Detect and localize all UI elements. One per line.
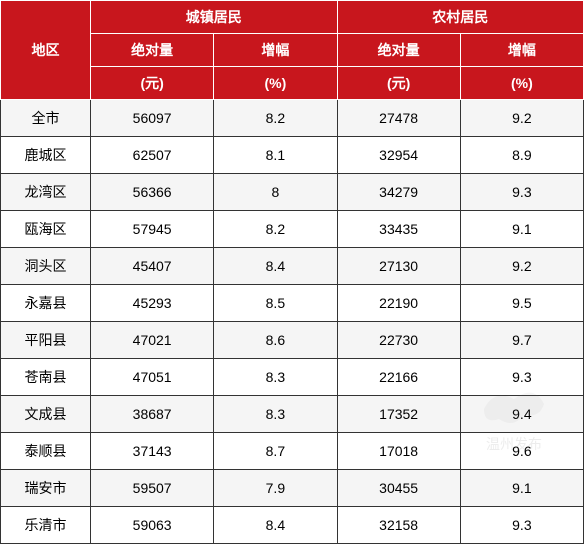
header-region: 地区 <box>1 1 91 100</box>
header-rural: 农村居民 <box>337 1 584 34</box>
region-cell: 全市 <box>1 100 91 137</box>
urban-absolute-cell: 56097 <box>91 100 214 137</box>
rural-absolute-cell: 27478 <box>337 100 460 137</box>
region-cell: 瓯海区 <box>1 211 91 248</box>
table-row: 苍南县470518.3221669.3 <box>1 359 584 396</box>
urban-absolute-cell: 45293 <box>91 285 214 322</box>
region-cell: 苍南县 <box>1 359 91 396</box>
rural-growth-cell: 9.3 <box>460 359 583 396</box>
urban-growth-cell: 8.2 <box>214 211 337 248</box>
rural-growth-cell: 9.5 <box>460 285 583 322</box>
rural-absolute-cell: 22166 <box>337 359 460 396</box>
region-cell: 洞头区 <box>1 248 91 285</box>
urban-growth-cell: 7.9 <box>214 470 337 507</box>
region-cell: 瑞安市 <box>1 470 91 507</box>
rural-growth-cell: 9.1 <box>460 470 583 507</box>
urban-absolute-cell: 45407 <box>91 248 214 285</box>
header-urban-absolute: 绝对量 <box>91 34 214 67</box>
urban-growth-cell: 8.6 <box>214 322 337 359</box>
urban-growth-cell: 8.4 <box>214 248 337 285</box>
income-table: 地区 城镇居民 农村居民 绝对量 增幅 绝对量 增幅 (元) (%) (元) (… <box>0 0 584 544</box>
region-cell: 鹿城区 <box>1 137 91 174</box>
rural-growth-cell: 9.3 <box>460 174 583 211</box>
urban-absolute-cell: 38687 <box>91 396 214 433</box>
income-table-container: 地区 城镇居民 农村居民 绝对量 增幅 绝对量 增幅 (元) (%) (元) (… <box>0 0 584 544</box>
urban-absolute-cell: 37143 <box>91 433 214 470</box>
table-header: 地区 城镇居民 农村居民 绝对量 增幅 绝对量 增幅 (元) (%) (元) (… <box>1 1 584 100</box>
header-urban-growth: 增幅 <box>214 34 337 67</box>
region-cell: 乐清市 <box>1 507 91 544</box>
urban-growth-cell: 8.3 <box>214 396 337 433</box>
header-rural-absolute: 绝对量 <box>337 34 460 67</box>
rural-growth-cell: 9.2 <box>460 100 583 137</box>
region-cell: 龙湾区 <box>1 174 91 211</box>
rural-absolute-cell: 17018 <box>337 433 460 470</box>
header-urban: 城镇居民 <box>91 1 338 34</box>
table-row: 瓯海区579458.2334359.1 <box>1 211 584 248</box>
table-row: 瑞安市595077.9304559.1 <box>1 470 584 507</box>
urban-absolute-cell: 57945 <box>91 211 214 248</box>
urban-growth-cell: 8.1 <box>214 137 337 174</box>
rural-absolute-cell: 22730 <box>337 322 460 359</box>
urban-growth-cell: 8.2 <box>214 100 337 137</box>
urban-growth-cell: 8 <box>214 174 337 211</box>
rural-growth-cell: 9.3 <box>460 507 583 544</box>
header-urban-yuan: (元) <box>91 67 214 100</box>
urban-absolute-cell: 59063 <box>91 507 214 544</box>
table-row: 泰顺县371438.7170189.6 <box>1 433 584 470</box>
urban-growth-cell: 8.3 <box>214 359 337 396</box>
table-row: 平阳县470218.6227309.7 <box>1 322 584 359</box>
table-row: 洞头区454078.4271309.2 <box>1 248 584 285</box>
urban-growth-cell: 8.5 <box>214 285 337 322</box>
urban-absolute-cell: 62507 <box>91 137 214 174</box>
table-body: 全市560978.2274789.2鹿城区625078.1329548.9龙湾区… <box>1 100 584 544</box>
urban-absolute-cell: 47051 <box>91 359 214 396</box>
table-row: 永嘉县452938.5221909.5 <box>1 285 584 322</box>
table-row: 鹿城区625078.1329548.9 <box>1 137 584 174</box>
urban-growth-cell: 8.4 <box>214 507 337 544</box>
rural-absolute-cell: 22190 <box>337 285 460 322</box>
header-rural-growth: 增幅 <box>460 34 583 67</box>
region-cell: 文成县 <box>1 396 91 433</box>
rural-growth-cell: 8.9 <box>460 137 583 174</box>
table-row: 全市560978.2274789.2 <box>1 100 584 137</box>
rural-absolute-cell: 34279 <box>337 174 460 211</box>
urban-absolute-cell: 47021 <box>91 322 214 359</box>
urban-absolute-cell: 56366 <box>91 174 214 211</box>
region-cell: 泰顺县 <box>1 433 91 470</box>
table-row: 乐清市590638.4321589.3 <box>1 507 584 544</box>
rural-growth-cell: 9.6 <box>460 433 583 470</box>
region-cell: 永嘉县 <box>1 285 91 322</box>
rural-absolute-cell: 27130 <box>337 248 460 285</box>
rural-growth-cell: 9.1 <box>460 211 583 248</box>
header-rural-percent: (%) <box>460 67 583 100</box>
rural-growth-cell: 9.7 <box>460 322 583 359</box>
header-rural-yuan: (元) <box>337 67 460 100</box>
table-row: 龙湾区563668342799.3 <box>1 174 584 211</box>
rural-absolute-cell: 30455 <box>337 470 460 507</box>
rural-absolute-cell: 32954 <box>337 137 460 174</box>
header-urban-percent: (%) <box>214 67 337 100</box>
urban-growth-cell: 8.7 <box>214 433 337 470</box>
urban-absolute-cell: 59507 <box>91 470 214 507</box>
table-row: 文成县386878.3173529.4 <box>1 396 584 433</box>
rural-absolute-cell: 33435 <box>337 211 460 248</box>
region-cell: 平阳县 <box>1 322 91 359</box>
rural-growth-cell: 9.2 <box>460 248 583 285</box>
rural-absolute-cell: 17352 <box>337 396 460 433</box>
rural-growth-cell: 9.4 <box>460 396 583 433</box>
rural-absolute-cell: 32158 <box>337 507 460 544</box>
